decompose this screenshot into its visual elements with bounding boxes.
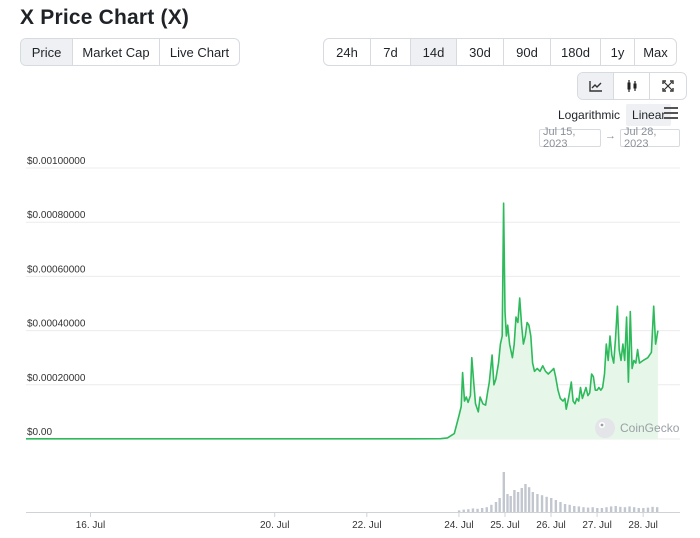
y-tick-label: $0.00100000 xyxy=(27,156,86,167)
x-tick-label: 20. Jul xyxy=(260,520,289,531)
volume-bar xyxy=(591,507,594,512)
range-180d[interactable]: 180d xyxy=(551,39,601,65)
volume-bar xyxy=(540,495,544,512)
x-tick-label: 16. Jul xyxy=(76,520,105,531)
hamburger-menu-icon[interactable] xyxy=(664,107,678,121)
volume-bar xyxy=(498,498,501,512)
volume-bar xyxy=(637,508,640,512)
volume-bar xyxy=(614,506,617,512)
volume-bar xyxy=(462,509,465,512)
volume-bar xyxy=(623,507,627,512)
volume-bar xyxy=(509,496,512,512)
volume-bar xyxy=(457,510,461,512)
volume-bar xyxy=(586,507,590,512)
y-tick-label: $0.00020000 xyxy=(27,373,86,384)
volume-bar xyxy=(646,507,650,512)
volume-bar xyxy=(476,508,479,512)
tab-price[interactable]: Price xyxy=(21,39,73,65)
volume-bar xyxy=(531,492,535,512)
x-tick-label: 28. Jul xyxy=(628,520,657,531)
volume-bar xyxy=(600,508,604,512)
x-tick-label: 25. Jul xyxy=(490,520,519,531)
y-tick-label: $0.00 xyxy=(27,427,52,438)
range-7d[interactable]: 7d xyxy=(371,39,411,65)
page-title: X Price Chart (X) xyxy=(20,6,190,29)
scale-linear[interactable]: Linear xyxy=(626,104,672,126)
x-tick-label: 24. Jul xyxy=(444,520,473,531)
volume-bar xyxy=(563,504,567,512)
volume-bar xyxy=(485,507,488,512)
x-tick-label: 22. Jul xyxy=(352,520,381,531)
date-arrow: → xyxy=(605,130,616,142)
y-tick-label: $0.00040000 xyxy=(27,319,86,330)
volume-bar xyxy=(502,472,506,512)
volume-bar xyxy=(573,506,576,512)
volume-bar xyxy=(520,488,523,512)
volume-bar xyxy=(545,496,548,512)
volume-bar xyxy=(642,508,645,512)
volume-bar xyxy=(527,487,531,512)
candlestick-icon xyxy=(627,80,636,92)
volume-bar xyxy=(628,506,631,512)
tab-market-cap[interactable]: Market Cap xyxy=(73,39,160,65)
volume-bar xyxy=(559,502,562,512)
tab-live-chart[interactable]: Live Chart xyxy=(169,44,230,60)
price-line xyxy=(26,202,659,440)
volume-bar xyxy=(490,504,493,512)
watermark-text: CoinGecko xyxy=(620,421,680,435)
chart-type-tabs: Price Market Cap Live Chart xyxy=(20,38,240,66)
volume-bar xyxy=(494,502,498,512)
range-30d[interactable]: 30d xyxy=(457,39,504,65)
volume-bar xyxy=(582,507,585,512)
line-chart-icon xyxy=(588,81,602,92)
range-max[interactable]: Max xyxy=(643,44,668,60)
scale-logarithmic[interactable]: Logarithmic xyxy=(558,108,621,122)
volume-bar xyxy=(513,490,516,512)
x-tick-label: 26. Jul xyxy=(536,520,565,531)
volume-bar xyxy=(506,494,509,512)
time-range-tabs: 24h 7d 14d 30d 90d 180d 1y Max xyxy=(323,38,677,66)
range-1y[interactable]: 1y xyxy=(601,39,635,65)
range-24h[interactable]: 24h xyxy=(324,39,371,65)
volume-bar xyxy=(467,509,470,512)
volume-bar xyxy=(568,504,571,512)
volume-bar xyxy=(651,506,654,512)
volume-bar xyxy=(480,508,484,512)
y-tick-label: $0.00080000 xyxy=(27,210,86,221)
volume-bar xyxy=(550,498,553,512)
volume-bar xyxy=(655,507,659,512)
price-area xyxy=(26,203,658,439)
expand-icon xyxy=(662,80,674,92)
volume-bar xyxy=(577,506,581,512)
volume-bar xyxy=(554,500,558,512)
fullscreen-button[interactable] xyxy=(650,73,686,99)
volume-bar xyxy=(524,484,527,512)
scale-toggle: Logarithmic Linear xyxy=(552,104,672,126)
view-mode-tabs xyxy=(577,72,687,100)
x-tick-label: 27. Jul xyxy=(582,520,611,531)
y-tick-label: $0.00060000 xyxy=(27,264,86,275)
volume-bar xyxy=(516,492,520,512)
coingecko-watermark: CoinGecko xyxy=(595,418,680,438)
volume-bar xyxy=(471,508,475,512)
volume-bar xyxy=(536,494,539,512)
volume-bar xyxy=(632,507,636,512)
volume-bar xyxy=(619,506,622,512)
range-90d[interactable]: 90d xyxy=(504,39,551,65)
line-view-button[interactable] xyxy=(578,73,614,99)
range-14d[interactable]: 14d xyxy=(411,39,457,65)
candlestick-view-button[interactable] xyxy=(614,73,650,99)
volume-bar xyxy=(596,508,599,512)
volume-bar xyxy=(605,507,608,512)
volume-bar xyxy=(609,506,613,512)
